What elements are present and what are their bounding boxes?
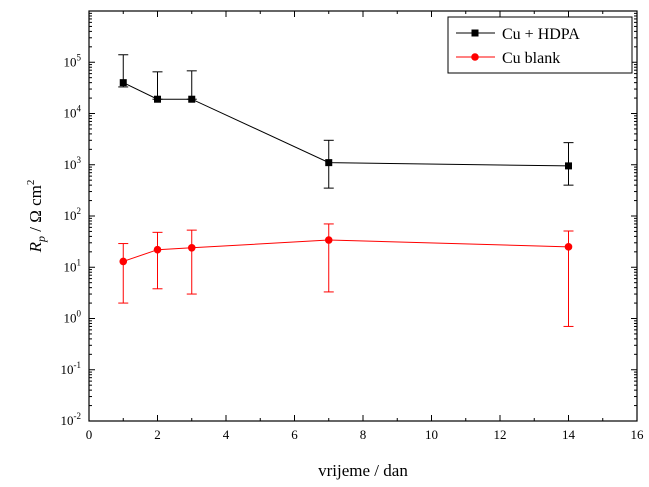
- legend-label-cu-hdpa: Cu + HDPA: [502, 26, 580, 43]
- x-tick-label: 12: [494, 427, 507, 442]
- data-point: [119, 79, 127, 87]
- series-layer: [118, 54, 574, 327]
- y-tick-label: 100: [64, 309, 82, 326]
- data-point: [154, 95, 161, 103]
- x-tick-label: 2: [154, 427, 161, 442]
- data-point: [187, 243, 196, 252]
- legend-box: [447, 16, 633, 74]
- series-line: [123, 82, 569, 167]
- data-point: [119, 257, 128, 266]
- x-tick-label: 8: [360, 427, 367, 442]
- legend-marker-cu-hdpa: [471, 29, 479, 37]
- data-point: [325, 159, 333, 167]
- legend-label-cu-blank: Cu blank: [502, 50, 560, 67]
- y-axis-title: Rp / Ω cm2: [25, 180, 48, 254]
- y-tick-label: 104: [64, 104, 82, 121]
- x-tick-label: 6: [291, 427, 298, 442]
- series-cu-hdpa: [118, 54, 574, 189]
- axis-ticks: 0 2 4 6 8 10 12 14 16 10-2 10-1 100 101 102 103 104 105: [61, 11, 645, 442]
- y-tick-label: 102: [64, 206, 82, 223]
- data-point: [188, 95, 196, 103]
- legend: Cu + HDPA Cu blank: [447, 16, 633, 74]
- x-tick-label: 16: [631, 427, 645, 442]
- y-tick-label: 10-1: [61, 360, 82, 377]
- data-point: [324, 236, 333, 244]
- x-tick-label: 4: [223, 427, 230, 442]
- y-axis-unit-exp: 2: [25, 180, 37, 186]
- series-cu-blank: [118, 223, 574, 327]
- legend-marker-cu-blank: [471, 53, 479, 61]
- x-tick-label: 10: [425, 427, 438, 442]
- y-tick-label: 101: [64, 257, 82, 274]
- data-point: [153, 245, 162, 254]
- y-tick-label: 105: [64, 52, 82, 69]
- y-tick-label: 10-2: [61, 411, 82, 428]
- data-point: [564, 243, 573, 251]
- x-axis-title: vrijeme / dan: [318, 461, 408, 480]
- y-axis-subscript: p: [34, 236, 48, 243]
- x-tick-label: 0: [86, 427, 93, 442]
- x-tick-label: 14: [562, 427, 576, 442]
- y-tick-label: 103: [64, 155, 82, 172]
- y-axis-unit: / Ω cm: [26, 185, 45, 236]
- y-axis-symbol: R: [26, 241, 45, 253]
- data-point: [565, 162, 572, 170]
